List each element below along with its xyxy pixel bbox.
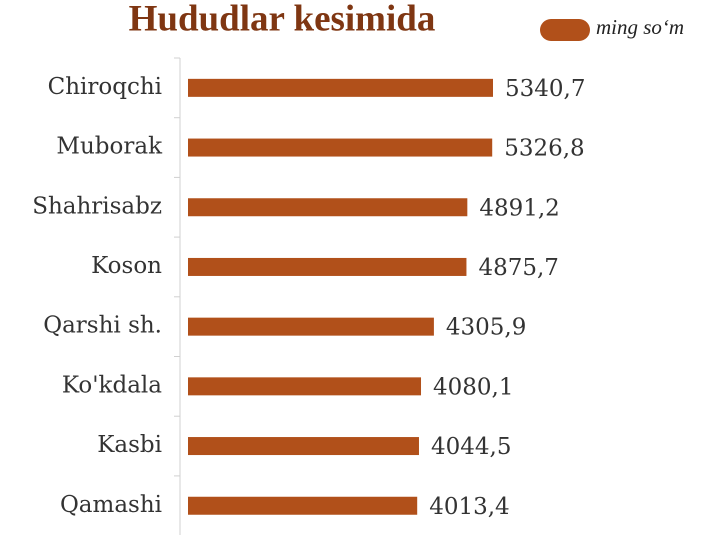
y-tick-label: Koson — [91, 253, 162, 279]
bar — [188, 437, 419, 456]
data-label: 4891,2 — [479, 195, 559, 221]
data-label: 4875,7 — [478, 255, 558, 281]
y-tick-label: Ko'kdala — [62, 372, 162, 398]
bar — [188, 198, 468, 217]
y-tick-label: Qarshi sh. — [43, 313, 162, 339]
legend-label: ming so‘m — [596, 15, 684, 39]
bar — [188, 257, 467, 276]
data-label: 5326,8 — [504, 136, 584, 162]
data-label: 5340,7 — [505, 76, 585, 102]
bar — [188, 377, 422, 396]
y-tick-label: Qamashi — [60, 492, 162, 518]
legend-swatch — [540, 19, 590, 41]
y-tick-label: Kasbi — [97, 432, 162, 458]
bar — [188, 496, 418, 515]
chart-title: Hududlar kesimida — [129, 0, 436, 39]
data-label: 4305,9 — [446, 315, 526, 341]
y-tick-label: Muborak — [56, 134, 163, 160]
bar — [188, 317, 434, 336]
bar — [188, 138, 493, 157]
data-label: 4013,4 — [429, 494, 509, 520]
y-tick-label: Shahrisabz — [32, 193, 162, 219]
y-tick-label: Chiroqchi — [48, 74, 162, 100]
data-label: 4044,5 — [431, 434, 511, 460]
data-label: 4080,1 — [433, 374, 513, 400]
bar — [188, 78, 493, 97]
